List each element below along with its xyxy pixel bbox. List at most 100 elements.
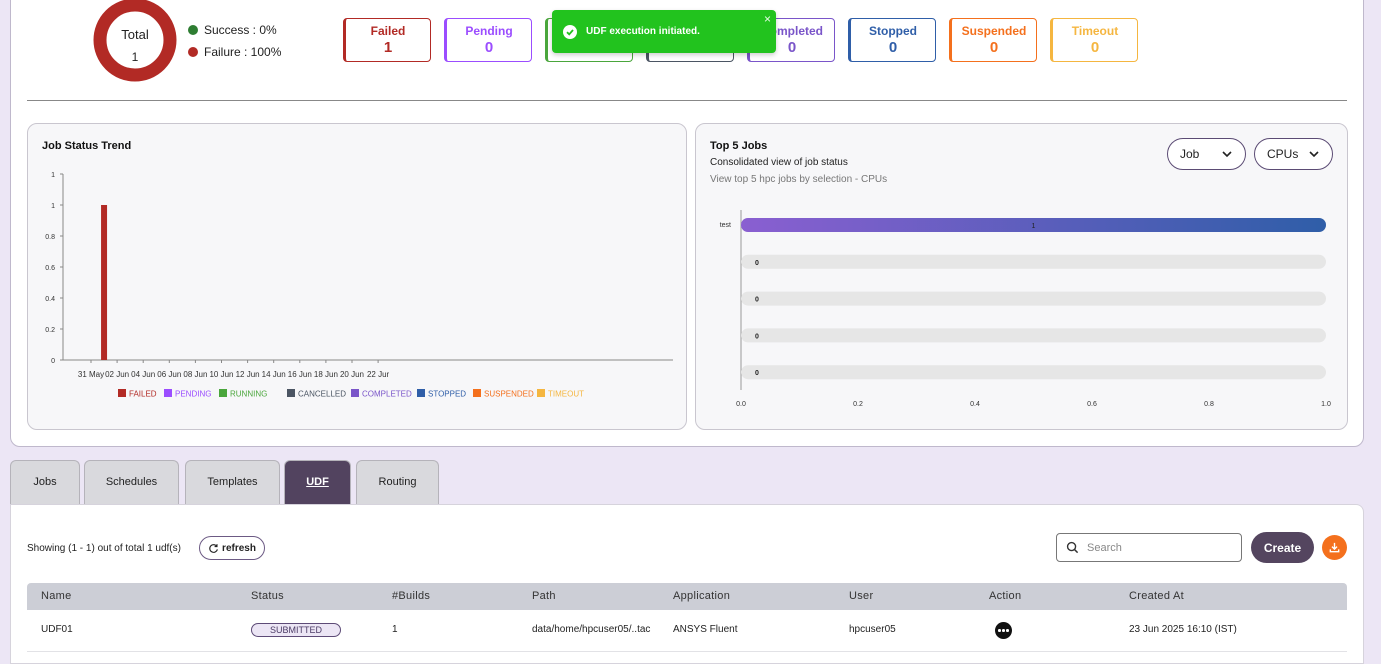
donut-failure-ring	[93, 0, 177, 82]
chevron-down-icon	[1222, 151, 1232, 158]
top-jobs-title: Top 5 Jobs	[710, 140, 768, 152]
column-header-path[interactable]: Path	[532, 590, 556, 602]
x-tick-label: 0.8	[1204, 401, 1214, 408]
column-header-status[interactable]: Status	[251, 590, 284, 602]
status-badge: SUBMITTED	[251, 623, 341, 637]
y-tick-label: 0.4	[45, 296, 55, 303]
trend-chart-title: Job Status Trend	[42, 140, 132, 152]
stat-card-timeout[interactable]: Timeout 0	[1050, 18, 1138, 62]
column-header-created-at[interactable]: Created At	[1129, 590, 1184, 602]
cell-builds: 1	[392, 624, 398, 635]
job-select-value: Job	[1180, 147, 1200, 161]
column-header-builds[interactable]: #Builds	[392, 590, 431, 602]
success-dot-icon	[188, 25, 198, 35]
x-tick-label: 14 Jun	[262, 370, 286, 379]
refresh-label: refresh	[222, 542, 256, 554]
legend-label-completed: COMPLETED	[362, 390, 412, 399]
x-tick-label: 08 Jun	[183, 370, 207, 379]
toast-message: UDF execution initiated.	[586, 26, 700, 37]
tab-schedules[interactable]: Schedules	[84, 460, 179, 504]
stat-card-value: 0	[888, 39, 898, 56]
x-tick-label: 10 Jun	[209, 370, 233, 379]
cell-name: UDF01	[41, 624, 73, 635]
x-tick-label: 1.0	[1321, 401, 1331, 408]
column-header-user[interactable]: User	[849, 590, 874, 602]
metric-select[interactable]: CPUs	[1254, 138, 1333, 170]
tab-udf[interactable]: UDF	[284, 460, 351, 504]
summary-divider	[27, 100, 1347, 101]
x-tick-label: 06 Jun	[157, 370, 181, 379]
x-tick-label: 04 Jun	[131, 370, 155, 379]
table-row[interactable]: UDF01 1 data/home/hpcuser05/..tac ANSYS …	[27, 610, 1347, 652]
y-tick-label: 0.6	[45, 265, 55, 272]
stat-card-value: 0	[787, 39, 797, 56]
top-jobs-chart: 1 test 0 0 0 0 0.0 0.2 0.4 0.6 0.8 1.0	[720, 210, 1331, 408]
tab-jobs[interactable]: Jobs	[10, 460, 80, 504]
bar-track	[741, 328, 1326, 343]
x-tick-label: 02 Jun	[105, 370, 129, 379]
column-header-application[interactable]: Application	[673, 590, 731, 602]
search-input[interactable]: Search	[1056, 533, 1242, 562]
x-tick-label: 22 Jur	[367, 370, 390, 379]
showing-count: Showing (1 - 1) out of total 1 udf(s)	[27, 543, 181, 554]
toast-close-icon[interactable]: ×	[763, 12, 771, 26]
more-actions-icon[interactable]	[995, 622, 1012, 639]
cell-path: data/home/hpcuser05/..tac	[532, 624, 651, 635]
x-tick-label: 12 Jun	[236, 370, 260, 379]
bar-test	[741, 218, 1326, 232]
refresh-button[interactable]: refresh	[199, 536, 265, 560]
legend-label-running: RUNNING	[230, 390, 267, 399]
chevron-down-icon	[1309, 151, 1319, 158]
stat-card-value: 0	[484, 39, 494, 56]
stat-card-value: 1	[383, 39, 393, 56]
top-jobs-caption: View top 5 hpc jobs by selection - CPUs	[710, 174, 888, 185]
job-select[interactable]: Job	[1167, 138, 1246, 170]
download-button[interactable]	[1322, 535, 1347, 560]
stat-card-pending[interactable]: Pending 0	[444, 18, 532, 62]
legend-swatch-pending	[164, 389, 172, 397]
refresh-icon	[209, 543, 218, 553]
legend-label-timeout: TIMEOUT	[548, 390, 584, 399]
stat-card-label: Completed	[760, 24, 823, 38]
job-status-trend-chart: 0 0.2 0.4 0.6 0.8 1 1 31 May 02 Jun 04 Jun 06 Jun 0…	[45, 172, 673, 399]
stat-card-label: Failed	[370, 24, 406, 38]
bar-value-label: 0	[755, 297, 759, 304]
legend-swatch-stopped	[417, 389, 425, 397]
stat-card-value: 0	[989, 39, 999, 56]
stat-card-stopped[interactable]: Stopped 0	[848, 18, 936, 62]
create-button[interactable]: Create	[1251, 532, 1314, 563]
bar-value-label: 1	[1032, 223, 1036, 230]
legend-label-failed: FAILED	[129, 390, 157, 399]
legend-success: Success : 0%	[188, 23, 277, 37]
y-tick-label: 0.2	[45, 327, 55, 334]
failure-label: Failure : 100%	[204, 45, 282, 59]
stat-card-suspended[interactable]: Suspended 0	[949, 18, 1037, 62]
x-tick-label: 18 Jun	[314, 370, 338, 379]
bar-value-label: 0	[755, 333, 759, 340]
download-icon	[1329, 542, 1340, 553]
stat-card-failed[interactable]: Failed 1	[343, 18, 431, 62]
check-circle-icon	[563, 24, 577, 39]
bar-value-label: 0	[755, 370, 759, 377]
toast-notification: UDF execution initiated. ×	[552, 10, 776, 53]
failure-dot-icon	[188, 47, 198, 57]
success-label: Success : 0%	[204, 23, 277, 37]
x-tick-label: 16 Jun	[288, 370, 312, 379]
column-header-name[interactable]: Name	[41, 590, 72, 602]
y-tick-label: 0	[51, 358, 55, 365]
x-tick-label: 20 Jun	[340, 370, 364, 379]
x-tick-label: 31 May	[78, 370, 104, 379]
legend-swatch-suspended	[473, 389, 481, 397]
bar-track	[741, 254, 1326, 269]
donut-total-value: 1	[131, 50, 139, 64]
legend-label-suspended: SUSPENDED	[484, 390, 534, 399]
tab-templates[interactable]: Templates	[185, 460, 280, 504]
cell-user: hpcuser05	[849, 624, 896, 635]
tab-routing[interactable]: Routing	[356, 460, 439, 504]
legend-swatch-timeout	[537, 389, 545, 397]
x-tick-label: 0.6	[1087, 401, 1097, 408]
search-icon	[1066, 541, 1079, 554]
cell-created-at: 23 Jun 2025 16:10 (IST)	[1129, 624, 1237, 635]
y-tick-label: 0.8	[45, 234, 55, 241]
metric-select-value: CPUs	[1267, 147, 1299, 161]
